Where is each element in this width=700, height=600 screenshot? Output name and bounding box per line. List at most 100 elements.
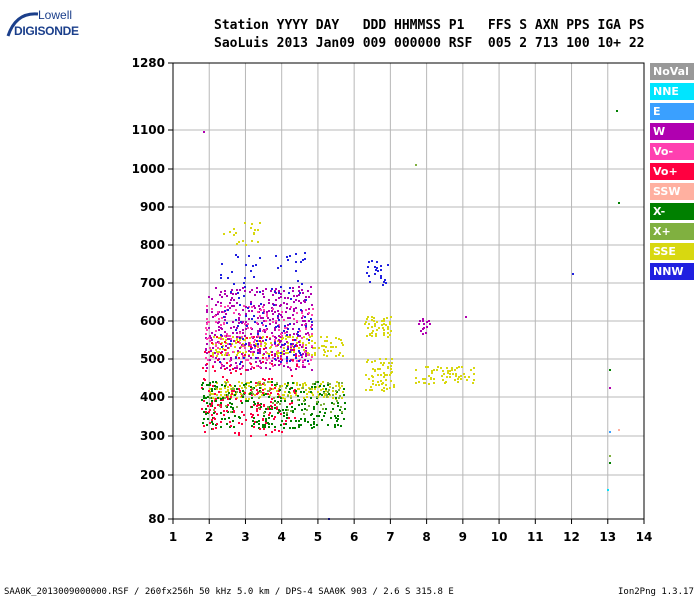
data-point: [232, 420, 234, 422]
data-point: [307, 332, 309, 334]
data-point: [214, 407, 216, 409]
data-point: [371, 389, 373, 391]
data-point: [298, 347, 300, 349]
data-point: [380, 275, 382, 277]
data-point: [217, 311, 219, 313]
data-point: [252, 354, 254, 356]
data-point: [383, 387, 385, 389]
data-point: [385, 324, 387, 326]
data-point: [235, 254, 237, 256]
data-point: [278, 292, 280, 294]
data-point: [390, 330, 392, 332]
data-point: [242, 240, 244, 242]
data-point: [239, 390, 241, 392]
data-point: [224, 349, 226, 351]
data-point: [280, 265, 282, 267]
data-point: [222, 397, 224, 399]
data-point: [311, 369, 313, 371]
data-point: [209, 409, 211, 411]
data-point: [257, 317, 259, 319]
data-point: [248, 385, 250, 387]
data-point: [393, 384, 395, 386]
data-point: [302, 259, 304, 261]
data-point: [341, 397, 343, 399]
plot-frame: [172, 62, 645, 520]
data-point: [308, 342, 310, 344]
data-point: [301, 346, 303, 348]
data-point: [300, 391, 302, 393]
data-point: [294, 427, 296, 429]
data-point: [373, 320, 375, 322]
data-point: [294, 408, 296, 410]
data-point: [224, 331, 226, 333]
data-point: [250, 363, 252, 365]
data-point: [371, 326, 373, 328]
data-point: [238, 317, 240, 319]
data-point: [274, 429, 276, 431]
data-point: [214, 361, 216, 363]
data-point: [303, 400, 305, 402]
data-point: [263, 394, 265, 396]
data-point: [415, 377, 417, 379]
legend-item-sse: SSE: [650, 243, 694, 260]
data-point: [442, 379, 444, 381]
data-point: [237, 292, 239, 294]
data-point: [377, 381, 379, 383]
data-point: [320, 404, 322, 406]
data-point: [238, 434, 240, 436]
data-point: [271, 384, 273, 386]
data-point: [262, 419, 264, 421]
data-point: [283, 365, 285, 367]
data-point: [203, 397, 205, 399]
data-point: [239, 347, 241, 349]
data-point: [283, 423, 285, 425]
data-point: [254, 339, 256, 341]
data-point: [262, 317, 264, 319]
data-point: [276, 402, 278, 404]
data-point: [380, 374, 382, 376]
data-point: [298, 294, 300, 296]
data-point: [275, 322, 277, 324]
data-point: [248, 344, 250, 346]
data-point: [449, 373, 451, 375]
data-point: [265, 325, 267, 327]
data-point: [368, 323, 370, 325]
data-point: [208, 321, 210, 323]
legend-item-vo: Vo+: [650, 163, 694, 180]
data-point: [254, 345, 256, 347]
data-point: [227, 381, 229, 383]
data-point: [204, 379, 206, 381]
data-point: [455, 373, 457, 375]
data-point: [318, 347, 320, 349]
data-point: [227, 305, 229, 307]
data-point: [308, 334, 310, 336]
data-point: [375, 335, 377, 337]
x-tick-label: 12: [563, 530, 580, 544]
data-point: [325, 346, 327, 348]
data-point: [287, 328, 289, 330]
data-point: [257, 330, 259, 332]
data-point: [366, 361, 368, 363]
data-point: [275, 255, 277, 257]
data-point: [245, 400, 247, 402]
data-point: [295, 357, 297, 359]
data-point: [245, 244, 247, 246]
data-point: [255, 264, 257, 266]
data-point: [369, 334, 371, 336]
data-point: [271, 415, 273, 417]
data-point: [214, 352, 216, 354]
data-point: [295, 307, 297, 309]
data-point: [260, 391, 262, 393]
data-point: [244, 277, 246, 279]
data-point: [235, 293, 237, 295]
data-point: [302, 342, 304, 344]
data-point: [302, 366, 304, 368]
data-point: [304, 258, 306, 260]
data-point: [387, 326, 389, 328]
data-point: [468, 376, 470, 378]
legend-item-x: X+: [650, 223, 694, 240]
data-point: [218, 326, 220, 328]
data-point: [283, 394, 285, 396]
data-point: [426, 321, 428, 323]
data-point: [339, 352, 341, 354]
